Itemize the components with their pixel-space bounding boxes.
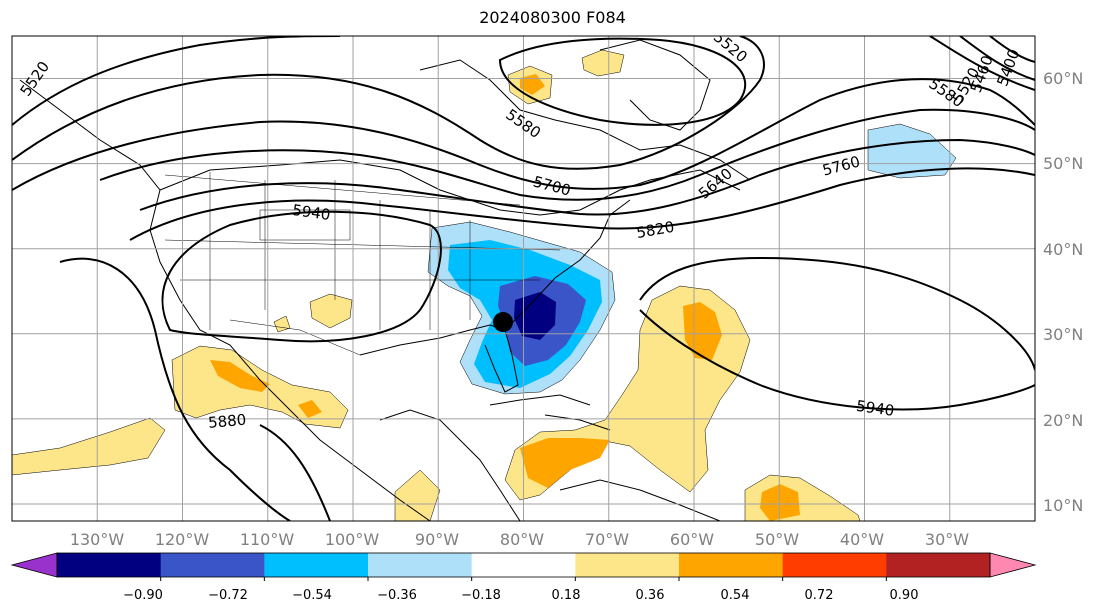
anomaly-shading [12,49,957,521]
contour-line [12,36,765,170]
contour-line [129,167,1035,241]
positive-anomaly-region [12,417,166,476]
negative-anomaly-core [514,292,556,340]
positive-anomaly-core [760,484,800,521]
lat-tick-label: 10°N [1043,496,1083,515]
colorbar-tick-label: 0.18 [552,588,581,603]
contour-line [139,138,1035,216]
lon-tick-label: 90°W [415,530,459,549]
contour-line [161,210,442,343]
contour-line [59,257,291,521]
graticule [12,36,1035,521]
colorbar-outline [56,552,991,578]
colorbar-segment [264,553,369,577]
contour-label: 5940 [855,397,895,420]
colorbar-tick-label: 0.54 [721,588,750,603]
colorbar-segment [160,553,265,577]
colorbar-segment [575,553,680,577]
colorbar-tick-label: −0.18 [461,588,501,603]
colorbar-tick-label: −0.72 [208,588,248,603]
lon-tick-label: 70°W [585,530,629,549]
contour-line [639,309,1035,411]
lon-tick-label: 110°W [240,530,295,549]
coastlines [19,39,751,521]
lon-tick-label: 100°W [325,530,380,549]
contour-line [99,108,1035,201]
colorbar-segment [679,553,784,577]
lat-tick-label: 40°N [1043,240,1083,259]
colorbar-tick-label: −0.90 [123,588,163,603]
map-content: 5520 5580 5700 5760 5820 5640 5940 5880 … [12,36,1035,521]
positive-anomaly-core [520,438,610,488]
colorbar-segment [886,553,991,577]
contour-label: 5880 [207,411,247,432]
colorbar-segment [782,553,887,577]
colorbar-segment [57,553,162,577]
positive-anomaly-core [210,360,270,392]
lat-tick-label: 30°N [1043,325,1083,344]
colorbar [10,552,1037,581]
colorbar-tick-label: −0.36 [377,588,417,603]
lon-tick-label: 50°W [755,530,799,549]
lat-tick-label: 50°N [1043,154,1083,173]
contour-label: 5940 [291,201,331,224]
lon-tick-label: 60°W [670,530,714,549]
lat-tick-label: 20°N [1043,411,1083,430]
map-title: 2024080300 F084 [479,8,626,27]
positive-anomaly-region [394,469,441,521]
colorbar-extension-min [10,552,58,578]
positive-anomaly-core [298,400,322,418]
contour-line [929,36,1035,91]
lat-tick-label: 60°N [1043,69,1083,88]
longitude-tick-labels: 130°W 120°W 110°W 100°W 90°W 80°W 70°W 6… [70,530,969,549]
storm-position-marker [493,312,513,332]
colorbar-tick-label: 0.72 [805,588,834,603]
contour-line [639,256,1035,371]
colorbar-segment [471,553,576,577]
negative-anomaly-region [867,123,957,179]
positive-anomaly-region [309,293,353,329]
contour-line [259,424,331,521]
lon-tick-label: 30°W [925,530,969,549]
map-frame [11,35,1036,522]
colorbar-segment [368,553,473,577]
positive-anomaly-core [520,74,545,95]
lon-tick-label: 80°W [500,530,544,549]
colorbar-extension-max [989,552,1037,578]
colorbar-tick-labels: −0.90 −0.72 −0.54 −0.36 −0.18 0.18 0.36 … [123,588,918,603]
latitude-tick-labels: 10°N 20°N 30°N 40°N 50°N 60°N [1043,69,1083,515]
contour-line [498,37,747,126]
contour-line [989,36,1035,63]
positive-anomaly-core [683,302,722,360]
contour-line [959,36,1035,81]
colorbar-tick-label: 0.90 [890,588,919,603]
colorbar-tick-label: 0.36 [636,588,665,603]
lon-tick-label: 120°W [155,530,210,549]
colorbar-tick-label: −0.54 [292,588,332,603]
lon-tick-label: 130°W [70,530,125,549]
lon-tick-label: 40°W [840,530,884,549]
contour-line [12,78,1035,191]
